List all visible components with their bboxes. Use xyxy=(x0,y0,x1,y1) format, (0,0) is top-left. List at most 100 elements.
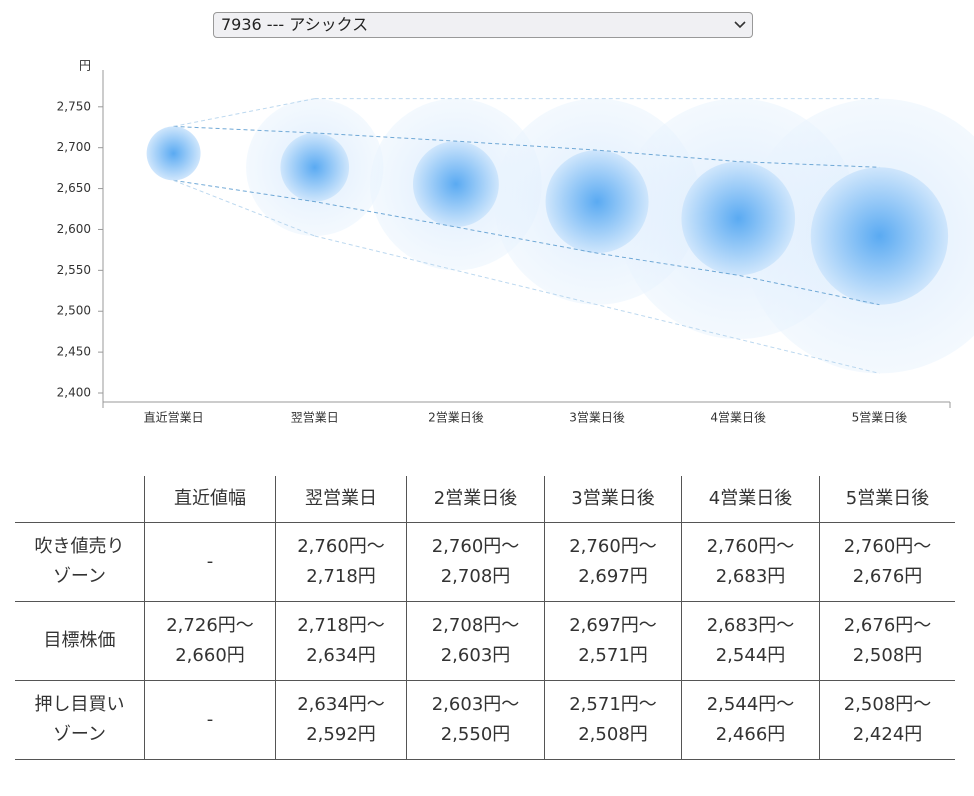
cell: 2,760円～ 2,708円 xyxy=(406,522,545,602)
cell-text: 5営業日後 xyxy=(845,488,930,509)
cell-text: 吹き値売り xyxy=(34,536,125,557)
cell-text: 2,676円～ xyxy=(843,615,932,636)
cell-text: 2,760円～ xyxy=(297,536,385,557)
cell: 2,718円～ 2,634円 xyxy=(275,601,407,681)
cell-text: 2,571円～ xyxy=(569,694,657,715)
header-cell: 翌営業日 xyxy=(275,476,407,523)
cell-text: 2,544円～ xyxy=(706,694,795,715)
cell-text: 2,683円～ xyxy=(706,615,795,636)
header-cell: 直近値幅 xyxy=(144,476,276,523)
cell-text: 2,634円 xyxy=(306,645,376,666)
cell-text: 2,760円～ xyxy=(431,536,520,557)
range-line xyxy=(173,179,880,306)
cell-text: 2,466円 xyxy=(715,724,786,745)
cell: 2,544円～ 2,466円 xyxy=(681,680,820,760)
corner-cell xyxy=(15,476,145,523)
cell-text: 2,760円～ xyxy=(843,536,932,557)
row: 吹き値売り ゾーン -2,760円～ 2,718円 2,760円～ 2,708円 2,760… xyxy=(15,522,955,602)
cell: 2,603円～ 2,550円 xyxy=(406,680,545,760)
header-cell: 2営業日後 xyxy=(406,476,545,523)
y-tick-label: 2,650 xyxy=(57,181,91,195)
cell-text: 3営業日後 xyxy=(571,488,655,509)
cell-text: 2,634円～ xyxy=(297,694,385,715)
cell: 2,697円～ 2,571円 xyxy=(544,601,682,681)
cell-text: 2,718円 xyxy=(306,566,376,587)
cell-text: 2営業日後 xyxy=(433,488,518,509)
cell: 2,708円～ 2,603円 xyxy=(406,601,545,681)
cell-text: 4営業日後 xyxy=(708,488,793,509)
target-bubble xyxy=(810,167,949,305)
cell: 2,760円～ 2,676円 xyxy=(819,522,955,602)
row: 押し目買い ゾーン - 2,634円～ 2,592円 2,603円～ 2,550円 2,571… xyxy=(15,680,955,760)
cell-text: - xyxy=(206,709,214,730)
cell-text: 2,683円 xyxy=(715,566,786,587)
cell-text: 2,544円 xyxy=(715,645,786,666)
row-label: 目標株価 xyxy=(15,601,145,681)
cell-text: 2,603円～ xyxy=(431,694,520,715)
cell-text: ゾーン xyxy=(52,724,107,745)
cell: 2,760円～ 2,718円 xyxy=(275,522,407,602)
inner-layer xyxy=(146,126,949,305)
cell: 2,634円～ 2,592円 xyxy=(275,680,407,760)
cell-text: 翌営業日 xyxy=(305,488,377,509)
cell: 2,676円～ 2,508円 xyxy=(819,601,955,681)
cell-text: 2,676円 xyxy=(852,566,923,587)
x-tick-label: 2営業日後 xyxy=(428,411,484,425)
cell-text: 2,660円 xyxy=(175,645,245,666)
cell-text: 2,708円～ xyxy=(431,615,520,636)
header-cell: 3営業日後 xyxy=(544,476,682,523)
cell-text: 2,592円 xyxy=(306,724,376,745)
header-row: 直近値幅 翌営業日 2営業日後 3営業日後 4営業日後 5営業日後 xyxy=(15,476,955,523)
stock-select[interactable]: 7936 --- アシックス xyxy=(213,12,753,38)
cell-text: 2,508円 xyxy=(578,724,648,745)
cell-text: 2,550円 xyxy=(440,724,511,745)
cell-text: 2,424円 xyxy=(852,724,923,745)
select-value: 7936 --- アシックス xyxy=(221,15,369,34)
row-label: 押し目買い ゾーン xyxy=(15,680,145,760)
cell-text: 2,697円～ xyxy=(569,615,657,636)
cell-text: 2,708円 xyxy=(440,566,511,587)
x-tick-label: 翌営業日 xyxy=(291,411,339,425)
row: 目標株価 2,726円～ 2,660円 2,718円～ 2,634円 2,708円～ 2,6… xyxy=(15,601,955,681)
cell: - xyxy=(144,522,276,602)
cell: 2,571円～ 2,508円 xyxy=(544,680,682,760)
y-tick-label: 2,400 xyxy=(57,386,91,400)
cell-text: 2,760円～ xyxy=(706,536,795,557)
cell-text: 直近値幅 xyxy=(174,488,246,509)
cell-text: - xyxy=(206,551,214,572)
range-line xyxy=(173,179,315,237)
cell: 2,760円～ 2,697円 xyxy=(544,522,682,602)
y-unit: 円 xyxy=(79,59,91,73)
forecast-table: 直近値幅 翌営業日 2営業日後 3営業日後 4営業日後 5営業日後 吹き値売り ゾーン - 2,7… xyxy=(15,476,955,760)
cell-text: 2,697円 xyxy=(578,566,648,587)
cell-text: 2,508円～ xyxy=(843,694,932,715)
target-bubble xyxy=(412,141,499,228)
y-tick-label: 2,750 xyxy=(57,99,91,113)
x-tick-label: 3営業日後 xyxy=(569,411,625,425)
x-tick-label: 4営業日後 xyxy=(710,411,766,425)
cell-text: 2,571円 xyxy=(578,645,648,666)
target-bubble xyxy=(146,126,201,181)
range-line xyxy=(314,235,880,374)
cell: 2,508円～ 2,424円 xyxy=(819,680,955,760)
chart: 円 2,400 2,450 2,500 2,550 2,600 2,650 2,700 2,7… xyxy=(57,59,974,425)
target-bubble xyxy=(280,132,350,202)
cell-text: 2,718円～ xyxy=(297,615,385,636)
range-line xyxy=(173,125,880,168)
y-tick-label: 2,600 xyxy=(57,222,91,236)
header-cell: 5営業日後 xyxy=(819,476,955,523)
y-tick-label: 2,450 xyxy=(57,345,91,359)
row-label: 吹き値売り ゾーン xyxy=(15,522,145,602)
cell-text: 2,726円～ xyxy=(166,615,254,636)
cell: 2,726円～ 2,660円 xyxy=(144,601,276,681)
cell-text: 2,603円 xyxy=(440,645,511,666)
y-tick-label: 2,550 xyxy=(57,263,91,277)
y-tick-label: 2,500 xyxy=(57,304,91,318)
cell-text: 2,508円 xyxy=(852,645,923,666)
x-tick-label: 5営業日後 xyxy=(852,411,908,425)
y-tick-label: 2,700 xyxy=(57,140,91,154)
cell: 2,683円～ 2,544円 xyxy=(681,601,820,681)
cell: 2,760円～ 2,683円 xyxy=(681,522,820,602)
range-line xyxy=(173,98,315,127)
